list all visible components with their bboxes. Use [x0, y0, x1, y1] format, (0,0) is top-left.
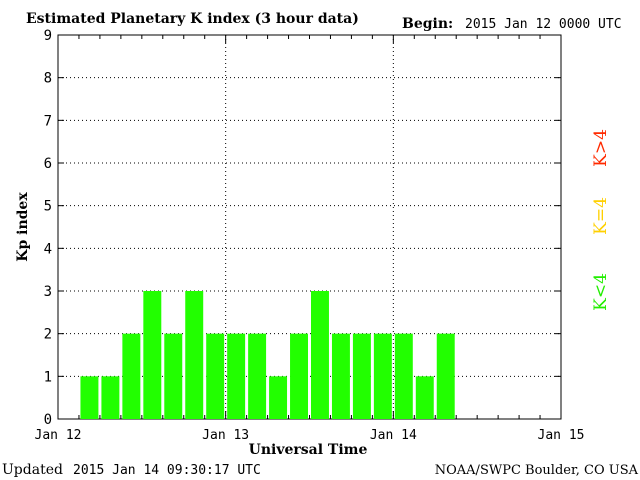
kp-bar — [227, 333, 246, 419]
kp-bar — [122, 333, 141, 419]
kp-bar — [311, 291, 329, 419]
kp-bar — [415, 376, 434, 419]
kp-bars — [80, 291, 455, 419]
kp-bar — [80, 376, 99, 419]
y-tick-label: 6 — [44, 156, 52, 172]
x-tick-label: Jan 14 — [370, 428, 417, 443]
kp-bar — [101, 376, 120, 419]
y-tick-label: 0 — [44, 412, 52, 428]
x-tick-label: Jan 15 — [538, 428, 585, 443]
x-tick-label: Jan 13 — [202, 428, 249, 443]
footer-credit: NOAA/SWPC Boulder, CO USA — [435, 463, 639, 478]
y-tick-label: 1 — [44, 369, 52, 385]
updated-value: 2015 Jan 14 09:30:17 UTC — [73, 463, 261, 478]
legend-k-greater-4: K>4 — [591, 129, 611, 167]
begin-label: Begin: — [402, 16, 453, 32]
kp-bar — [248, 333, 267, 419]
kp-bar — [373, 333, 392, 419]
kp-bar — [352, 333, 371, 419]
y-tick-label: 8 — [44, 71, 52, 87]
y-tick-label: 7 — [44, 113, 52, 129]
y-tick-label: 5 — [44, 199, 52, 215]
legend-k-less-4: K<4 — [591, 273, 611, 311]
kp-bar — [164, 333, 183, 419]
kp-bar — [269, 376, 288, 419]
x-axis-label: Universal Time — [249, 442, 368, 458]
kp-bar — [290, 333, 308, 419]
begin-value: 2015 Jan 12 0000 UTC — [465, 17, 622, 32]
y-tick-label: 3 — [44, 284, 52, 300]
kp-bar — [185, 291, 204, 419]
kp-bar — [143, 291, 162, 419]
kp-bar — [436, 333, 455, 419]
legend-k-equal-4: K=4 — [591, 197, 611, 235]
y-tick-label: 2 — [44, 327, 52, 343]
kp-bar — [206, 333, 225, 419]
grid-lines — [58, 35, 561, 419]
y-tick-label: 9 — [44, 28, 52, 44]
kp-bar — [331, 333, 350, 419]
x-ticks: Jan 12 Jan 13 Jan 14 Jan 15 — [35, 35, 585, 443]
x-tick-label: Jan 12 — [35, 428, 82, 443]
y-tick-label: 4 — [44, 241, 52, 257]
y-axis-label: Kp index — [15, 192, 31, 262]
chart-title: Estimated Planetary K index (3 hour data… — [26, 11, 359, 27]
y-ticks: 0 1 2 3 4 5 6 7 8 9 — [44, 28, 561, 428]
kp-bar — [394, 333, 413, 419]
updated-label: Updated — [2, 462, 63, 478]
